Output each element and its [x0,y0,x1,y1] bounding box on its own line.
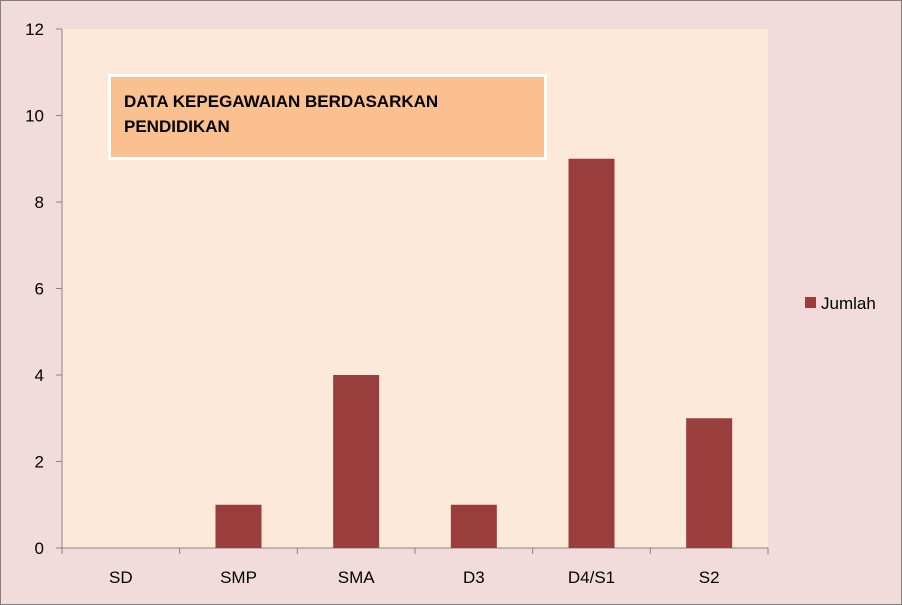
bar-d3 [450,504,497,548]
x-tick-label: D4/S1 [568,568,615,587]
y-tick-label: 12 [25,20,44,39]
chart-title-box: DATA KEPEGAWAIAN BERDASARKAN PENDIDIKAN [108,74,547,160]
y-tick-label: 0 [35,539,44,558]
x-tick-label: D3 [463,568,485,587]
x-tick-label: SMP [220,568,257,587]
x-axis-ticks: SD SMP SMA D3 D4/S1 S2 [61,548,769,587]
legend-label: Jumlah [821,294,876,313]
bars [215,158,733,548]
y-axis-ticks: 0 2 4 6 8 10 12 [25,20,62,558]
bar-s2 [686,418,733,548]
y-tick-label: 10 [25,107,44,126]
chart-title: DATA KEPEGAWAIAN BERDASARKAN PENDIDIKAN [124,92,439,136]
x-tick-label: SMA [338,568,376,587]
bar-smp [215,504,262,548]
y-tick-label: 4 [35,366,44,385]
y-tick-label: 6 [35,280,44,299]
y-tick-label: 8 [35,193,44,212]
bar-sma [333,375,380,548]
x-tick-label: S2 [699,568,720,587]
bar-d4-s1 [568,158,615,548]
legend-swatch [805,297,816,308]
x-tick-label: SD [109,568,133,587]
y-tick-label: 2 [35,453,44,472]
legend: Jumlah [805,294,876,313]
